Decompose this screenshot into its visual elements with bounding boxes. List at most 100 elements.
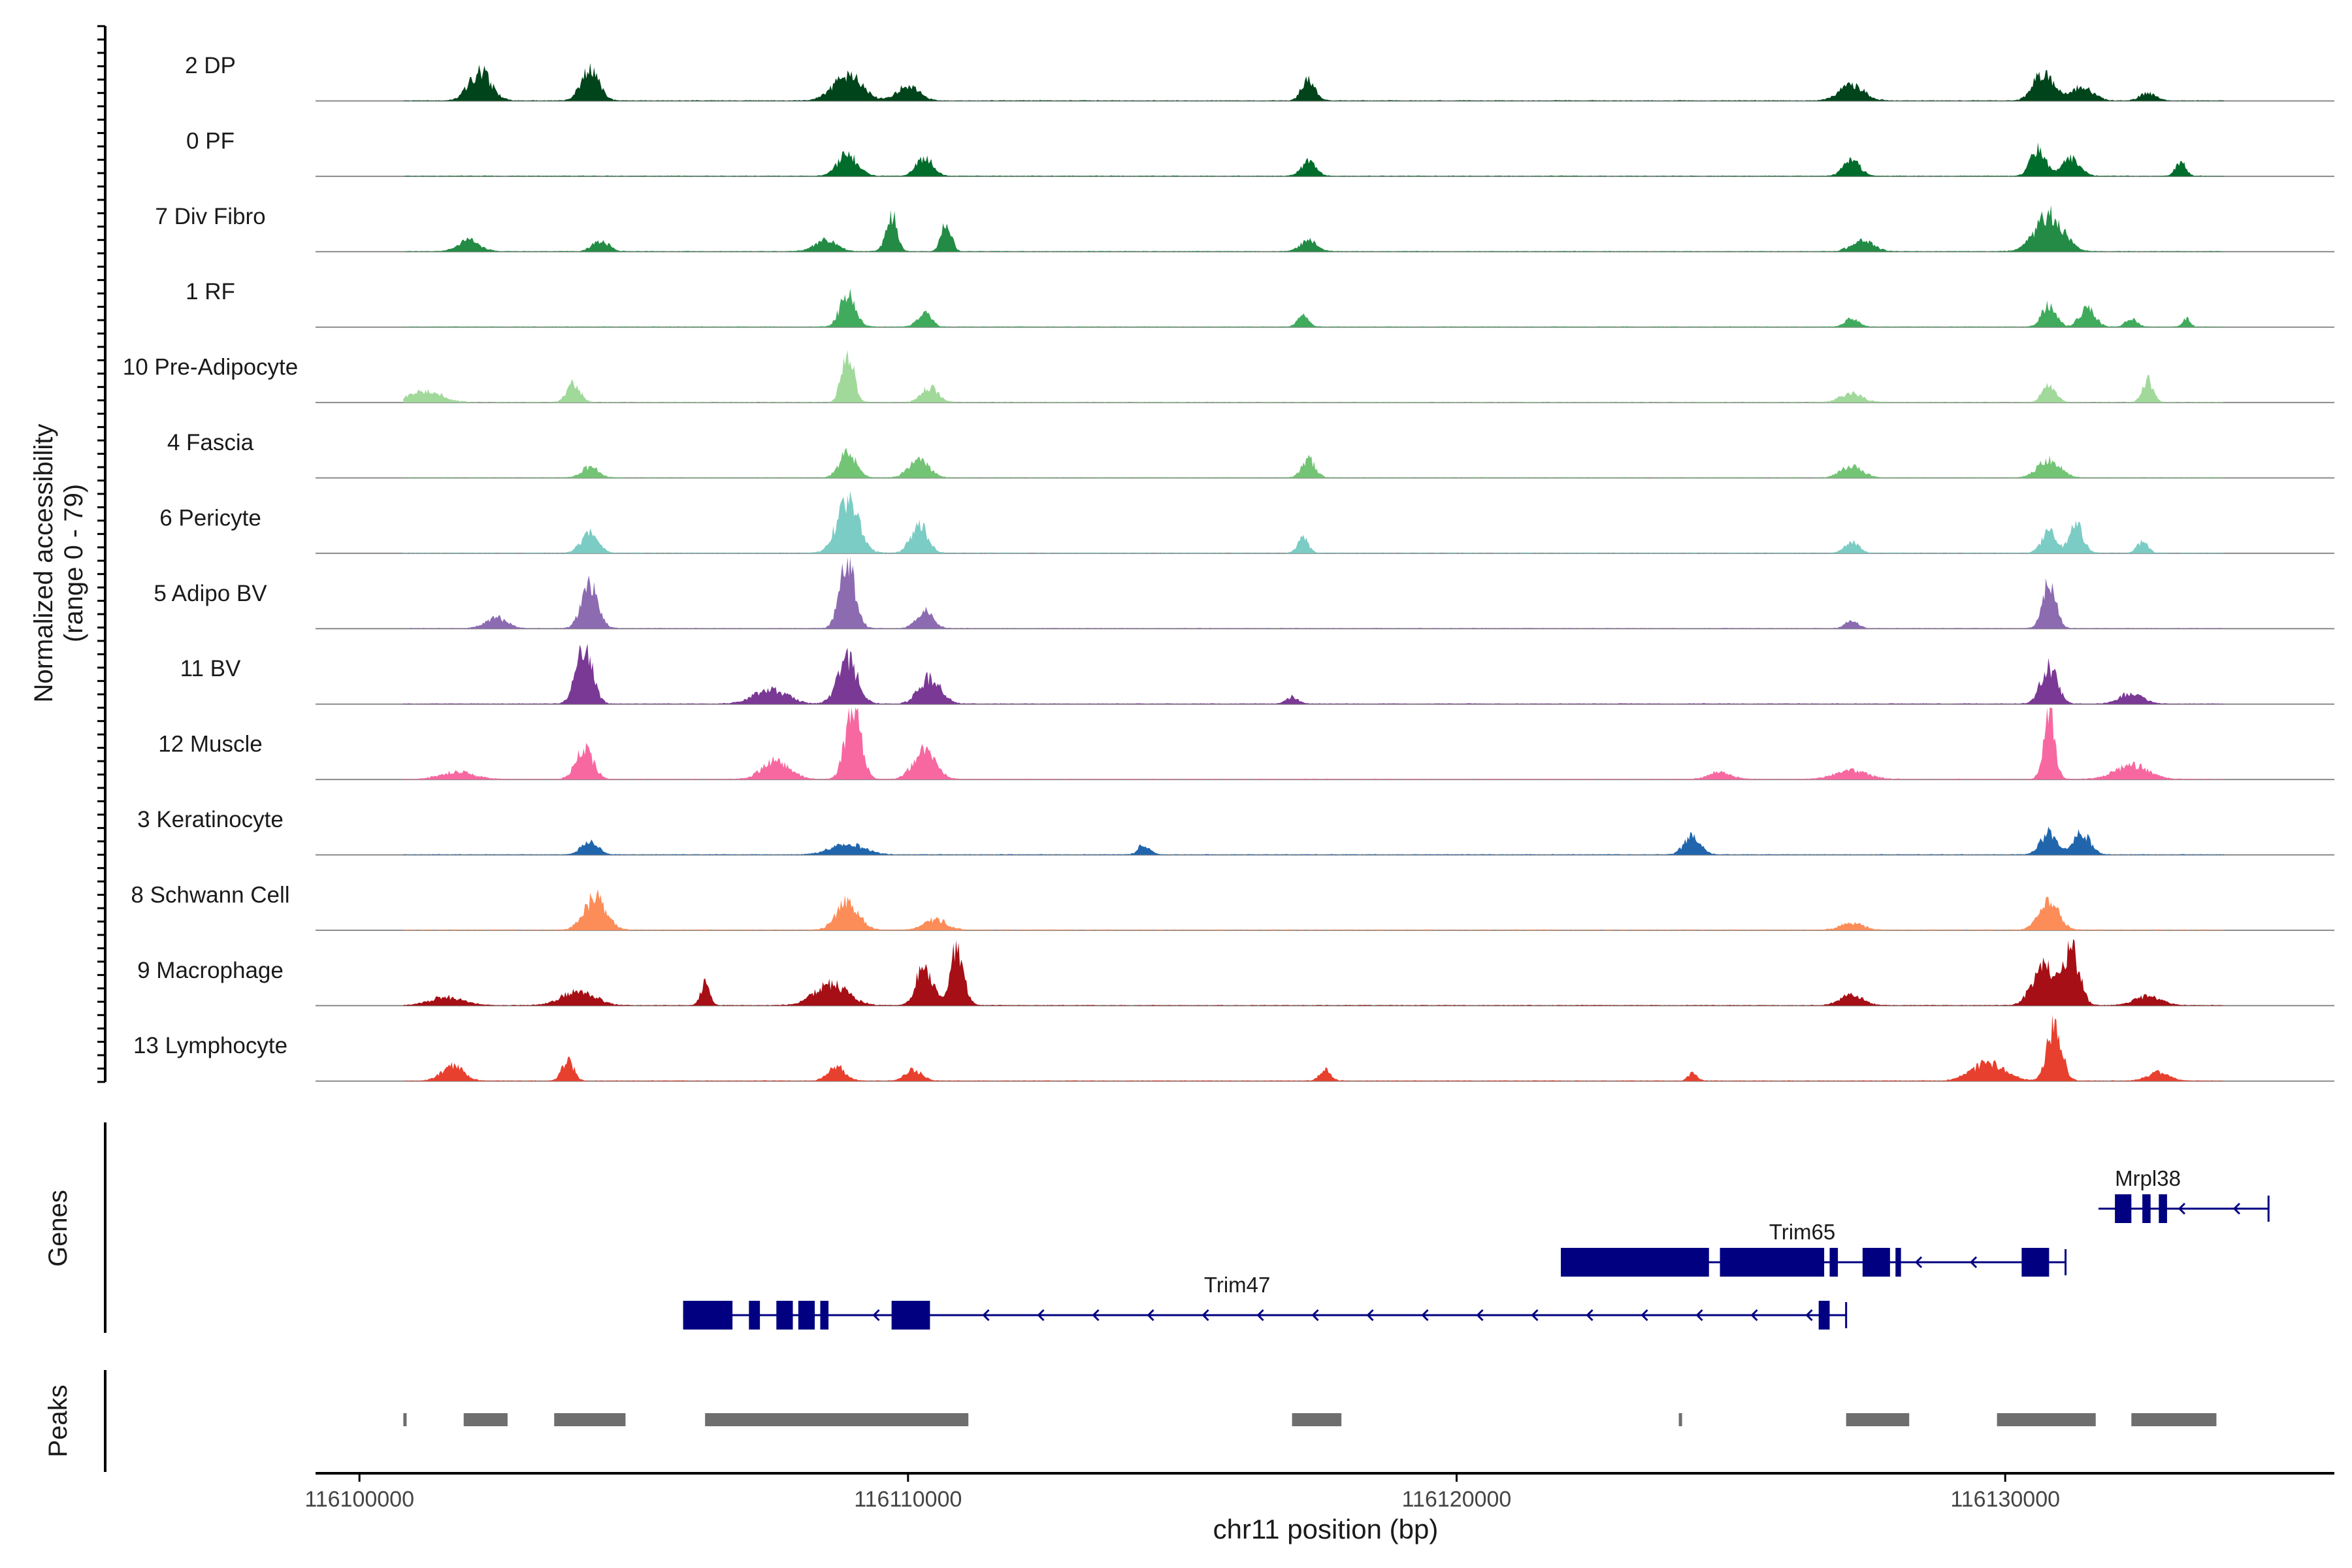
- peaks-panel: [403, 1413, 2217, 1426]
- x-tick-label: 116130000: [1950, 1487, 2060, 1512]
- gene-mrpl38: Mrpl38: [2098, 1166, 2270, 1223]
- track-7: 5 Adipo BV: [154, 557, 2334, 630]
- y-axis-title-line2: (range 0 - 79): [59, 484, 88, 642]
- coverage-area: [403, 204, 2225, 252]
- y-axis: [97, 25, 106, 1083]
- peak-region: [1846, 1413, 1910, 1426]
- track-label: 11 BV: [180, 656, 241, 681]
- x-tick-label: 116100000: [304, 1487, 414, 1512]
- y-axis-title-line1: Normalized accessibility: [29, 424, 58, 703]
- track-label: 13 Lymphocyte: [133, 1033, 287, 1058]
- track-label: 6 Pericyte: [159, 505, 261, 531]
- strand-arrow: [2232, 1202, 2241, 1215]
- track-label: 0 PF: [186, 128, 235, 154]
- coverage-area: [403, 491, 2225, 553]
- strand-arrow: [982, 1309, 990, 1322]
- track-12: 9 Macrophage: [137, 939, 2334, 1007]
- coverage-area: [403, 889, 2225, 930]
- coverage-area: [403, 142, 2225, 176]
- gene-exon: [683, 1301, 733, 1330]
- strand-arrow: [1421, 1309, 1429, 1322]
- gene-exon: [1862, 1248, 1890, 1277]
- strand-arrow: [1256, 1309, 1264, 1322]
- track-3: 1 RF: [186, 279, 2334, 328]
- peaks-panel-label: Peaks: [44, 1384, 73, 1457]
- coverage-area: [403, 939, 2225, 1006]
- gene-exon: [1895, 1248, 1901, 1277]
- gene-exon: [2115, 1194, 2132, 1223]
- gene-exon: [1818, 1301, 1830, 1330]
- track-label: 9 Macrophage: [137, 958, 284, 983]
- coverage-area: [403, 350, 2225, 403]
- genes-panel-label: Genes: [44, 1190, 73, 1267]
- track-8: 11 BV: [180, 644, 2334, 705]
- strand-arrow: [1366, 1309, 1374, 1322]
- track-10: 3 Keratinocyte: [137, 807, 2334, 856]
- gene-exon: [1829, 1248, 1838, 1277]
- track-4: 10 Pre-Adipocyte: [123, 350, 2334, 404]
- track-11: 8 Schwann Cell: [131, 882, 2334, 931]
- gene-trim47: Trim47: [683, 1273, 1848, 1330]
- strand-arrow: [1147, 1309, 1154, 1322]
- strand-arrow: [2178, 1202, 2186, 1215]
- gene-exon: [749, 1301, 760, 1330]
- gene-exon: [776, 1301, 793, 1330]
- coverage-area: [403, 1014, 2225, 1081]
- track-9: 12 Muscle: [158, 708, 2334, 781]
- strand-arrow: [1969, 1256, 1978, 1269]
- gene-exon: [1561, 1248, 1709, 1277]
- track-6: 6 Pericyte: [159, 491, 2334, 554]
- peak-region: [463, 1413, 508, 1426]
- strand-arrow: [872, 1309, 880, 1322]
- strand-arrow: [1750, 1309, 1758, 1322]
- peak-region: [554, 1413, 626, 1426]
- strand-arrow: [1531, 1309, 1539, 1322]
- track-2: 7 Div Fibro: [155, 204, 2334, 253]
- x-axis-title: chr11 position (bp): [1213, 1514, 1439, 1544]
- track-label: 1 RF: [186, 279, 235, 304]
- gene-exon: [891, 1301, 930, 1330]
- strand-arrow: [1641, 1309, 1648, 1322]
- peak-region: [705, 1413, 969, 1426]
- x-axis: 116100000 116110000 116120000 116130000: [304, 1472, 2334, 1512]
- track-label: 5 Adipo BV: [154, 581, 267, 606]
- track-label: 8 Schwann Cell: [131, 882, 289, 907]
- coverage-area: [403, 826, 2225, 855]
- gene-exon: [798, 1301, 815, 1330]
- y-axis-title: Normalized accessibility (range 0 - 79): [29, 424, 88, 703]
- gene-exon: [820, 1301, 829, 1330]
- track-1: 0 PF: [186, 128, 2334, 177]
- coverage-area: [403, 557, 2225, 629]
- gene-label: Mrpl38: [2115, 1166, 2181, 1190]
- track-label: 10 Pre-Adipocyte: [123, 355, 298, 380]
- track-label: 3 Keratinocyte: [137, 807, 284, 832]
- track-label: 4 Fascia: [167, 430, 254, 455]
- strand-arrow: [1695, 1309, 1703, 1322]
- genes-panel: Mrpl38 Trim65 Trim47: [683, 1166, 2270, 1330]
- strand-arrow: [1092, 1309, 1100, 1322]
- coverage-area: [403, 644, 2225, 704]
- track-label: 7 Div Fibro: [155, 204, 265, 229]
- gene-exon: [2159, 1194, 2167, 1223]
- coverage-area: [403, 63, 2225, 101]
- strand-arrow: [1311, 1309, 1319, 1322]
- track-label: 2 DP: [185, 53, 236, 78]
- coverage-area: [403, 708, 2225, 780]
- track-5: 4 Fascia: [167, 430, 2334, 479]
- coverage-area: [403, 288, 2225, 327]
- peak-region: [403, 1413, 407, 1426]
- strand-arrow: [1037, 1309, 1045, 1322]
- track-0: 2 DP: [185, 53, 2334, 102]
- track-label: 12 Muscle: [158, 732, 263, 757]
- gene-exon: [2021, 1248, 2050, 1277]
- track-13: 13 Lymphocyte: [133, 1014, 2334, 1082]
- gene-label: Trim65: [1769, 1220, 1835, 1244]
- peak-region: [1678, 1413, 1682, 1426]
- peak-region: [1292, 1413, 1342, 1426]
- x-tick-label: 116120000: [1402, 1487, 1512, 1512]
- peak-region: [2131, 1413, 2217, 1426]
- x-tick-label: 116110000: [854, 1487, 962, 1512]
- gene-label: Trim47: [1204, 1273, 1270, 1297]
- coverage-tracks: 2 DP 0 PF 7 Div Fibro 1 RF 10 Pre-Adipocyte 4…: [123, 53, 2334, 1082]
